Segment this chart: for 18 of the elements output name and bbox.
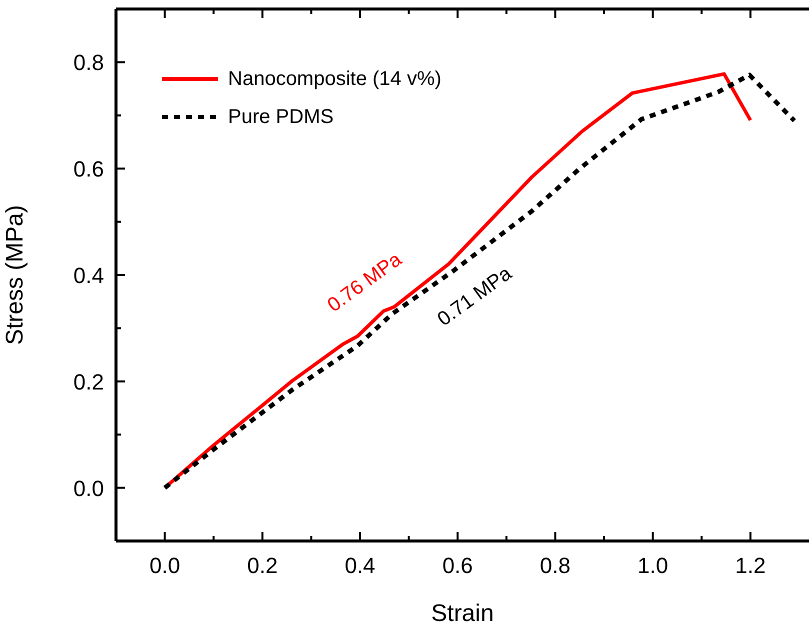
x-tick-label: 0.4 [344, 553, 376, 578]
legend-label: Pure PDMS [228, 106, 334, 128]
x-tick-label: 1.0 [638, 553, 668, 578]
y-tick-label: 0.6 [73, 156, 104, 182]
x-tick-label: 0.6 [442, 553, 473, 578]
x-tick-label: 0.2 [247, 553, 278, 578]
y-tick-label: 0.2 [73, 369, 104, 394]
legend-label: Nanocomposite (14 v%) [228, 68, 442, 90]
x-tick-label: 1.2 [735, 553, 766, 578]
y-tick-label: 0.8 [73, 50, 104, 76]
x-tick-label: 0.0 [150, 553, 180, 578]
x-axis-title: Strain [431, 600, 494, 627]
annotation: 0.71 MPa [434, 262, 516, 332]
y-axis-title: Stress (MPa) [2, 204, 29, 346]
x-tick-label: 0.8 [540, 553, 571, 578]
y-tick-label: 0.0 [73, 476, 104, 501]
annotation: 0.76 MPa [324, 248, 406, 318]
y-tick-label: 0.4 [73, 263, 104, 288]
